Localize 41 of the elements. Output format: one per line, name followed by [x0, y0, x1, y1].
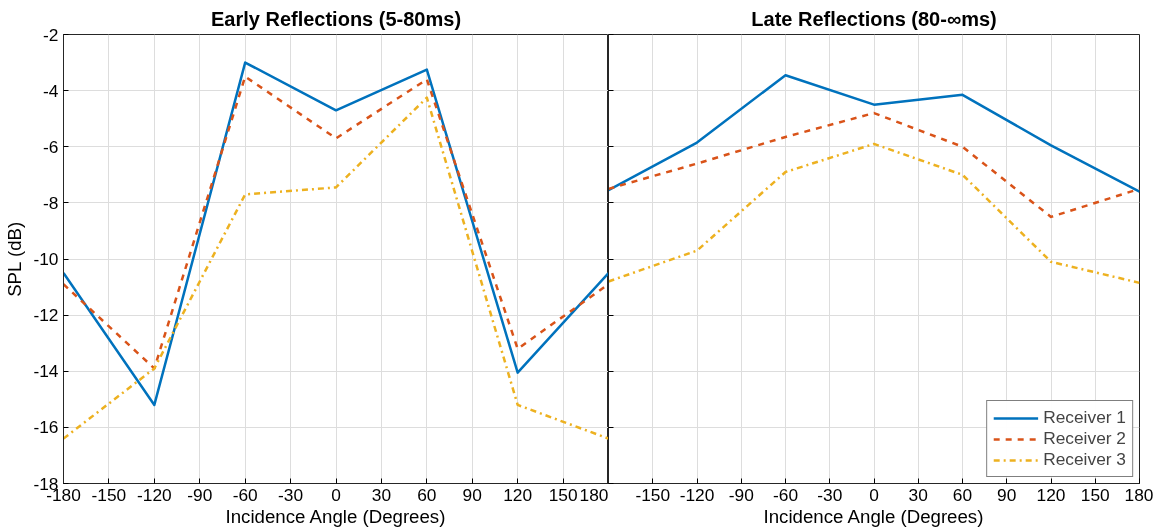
y-tick-label: -14	[33, 361, 59, 382]
x-tick-label: 30	[908, 484, 928, 505]
y-tick-label: -8	[43, 192, 59, 213]
chart-title: Early Reflections (5-80ms)	[210, 7, 462, 30]
y-tick-label: -6	[43, 136, 59, 157]
y-tick-label: -12	[33, 305, 59, 326]
x-tick-label: -90	[187, 484, 213, 505]
x-tick-label: -150	[91, 484, 127, 505]
x-tick-label: 0	[869, 484, 879, 505]
x-tick-label: -120	[679, 484, 715, 505]
x-tick-label: 30	[371, 484, 392, 505]
x-tick-label: -30	[817, 484, 843, 505]
x-tick-label: 90	[997, 484, 1017, 505]
x-tick-label: 150	[1080, 484, 1110, 505]
x-tick-label: 90	[462, 484, 482, 505]
y-tick-label: -10	[33, 249, 59, 269]
x-axis-title: Incidence Angle (Degrees)	[225, 505, 446, 527]
y-tick-label: -16	[33, 417, 59, 438]
chart-title: Late Reflections (80-∞ms)	[751, 7, 997, 30]
x-tick-label: 150	[548, 484, 578, 505]
x-tick-label: 120	[1036, 484, 1066, 505]
x-tick-label: -60	[232, 484, 258, 505]
line-series	[63, 96, 608, 440]
y-tick-label: -2	[43, 24, 59, 45]
legend-label: Receiver 3	[1043, 449, 1126, 470]
y-axis-title: SPL (dB)	[4, 221, 26, 297]
x-tick-label: -90	[728, 484, 754, 505]
y-tick-label: -4	[43, 80, 59, 101]
x-tick-label: -60	[772, 484, 799, 505]
x-tick-label: 180	[1124, 484, 1154, 505]
x-tick-label: 120	[503, 484, 533, 505]
x-tick-label: 180	[579, 484, 609, 505]
legend-label: Receiver 1	[1043, 407, 1126, 428]
x-tick-label: 0	[331, 484, 341, 505]
legend-label: Receiver 2	[1043, 428, 1126, 449]
x-tick-label: -30	[278, 484, 304, 505]
x-tick-label: 60	[952, 484, 973, 505]
x-tick-label: -120	[136, 484, 172, 505]
x-axis-title: Incidence Angle (Degrees)	[763, 505, 984, 527]
x-tick-label: 60	[417, 484, 437, 505]
x-tick-label: -150	[635, 484, 671, 505]
